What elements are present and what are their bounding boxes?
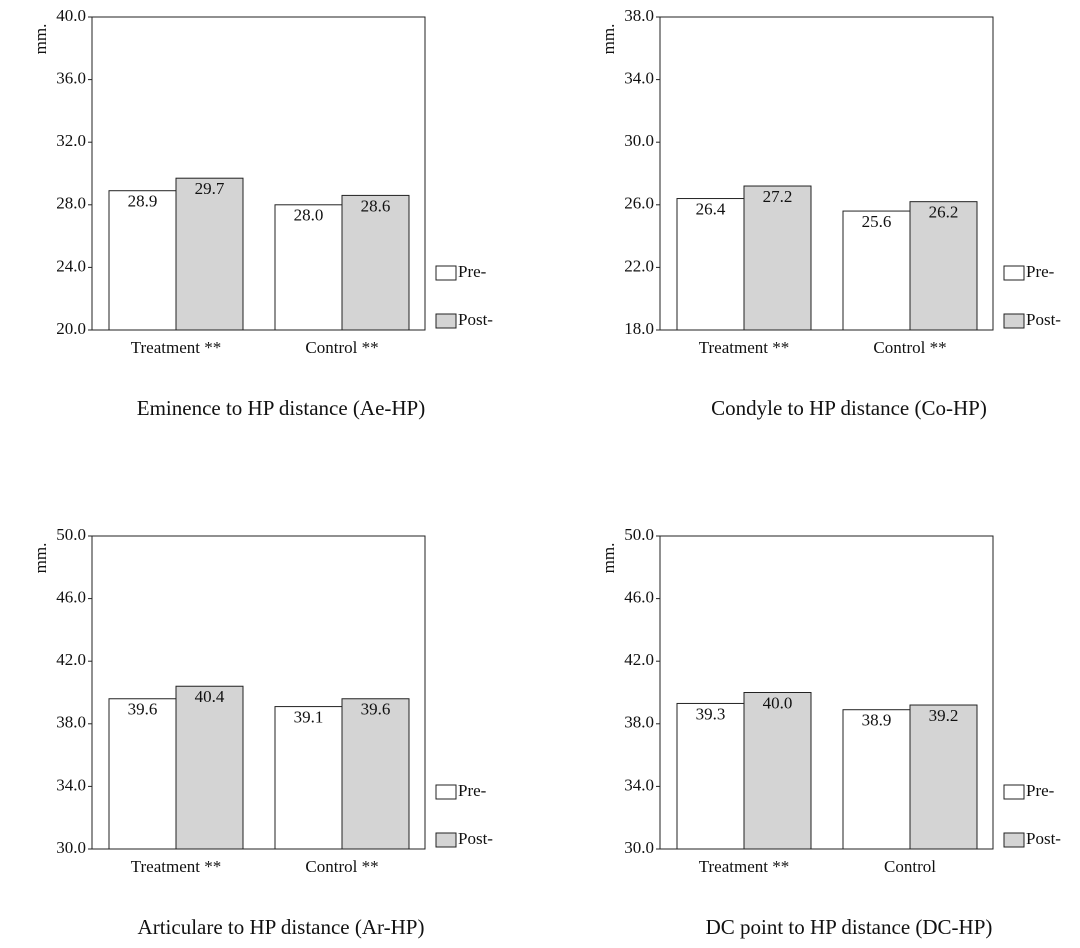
y-axis-label: mm. [31,24,50,55]
legend-label: Post- [458,829,493,848]
legend-label: Pre- [458,262,487,281]
bar [909,201,978,331]
y-tick-label: 22.0 [624,256,654,275]
legend-swatch [1003,784,1025,800]
y-tick-label: 34.0 [56,775,86,794]
y-axis-label: mm. [31,543,50,574]
value-label: 26.2 [929,203,959,222]
y-tick-label: 46.0 [624,588,654,607]
bar [676,702,745,850]
y-tick-label: 40.0 [56,6,86,25]
legend-swatch [435,313,457,329]
y-tick-label: 50.0 [624,525,654,544]
legend-label: Pre- [1026,781,1055,800]
y-tick-label: 30.0 [56,838,86,857]
legend-swatch [1003,313,1025,329]
y-tick-label: 38.0 [624,713,654,732]
bar [175,685,244,850]
x-tick-label: Control ** [305,338,378,357]
y-tick-label: 34.0 [624,775,654,794]
y-tick-label: 26.0 [624,194,654,213]
legend-label: Post- [1026,310,1061,329]
y-tick-label: 38.0 [624,6,654,25]
legend-swatch [435,265,457,281]
legend-label: Pre- [458,781,487,800]
value-label: 28.0 [294,206,324,225]
bar [341,698,410,850]
y-tick-label: 18.0 [624,319,654,338]
x-tick-label: Treatment ** [699,338,790,357]
bar [175,177,244,331]
bar [108,190,177,331]
plot-frame [91,535,426,850]
chart-caption: DC point to HP distance (DC-HP) [706,915,993,939]
y-tick-label: 38.0 [56,713,86,732]
bar [341,194,410,331]
value-label: 28.6 [361,196,391,215]
bar [842,709,911,850]
y-tick-label: 46.0 [56,588,86,607]
x-tick-label: Control [884,857,936,876]
bar [743,692,812,850]
value-label: 39.6 [361,700,391,719]
bar [842,210,911,331]
chart-caption: Articulare to HP distance (Ar-HP) [138,915,425,939]
bar [274,706,343,850]
y-tick-label: 30.0 [624,838,654,857]
y-tick-label: 34.0 [624,69,654,88]
y-tick-label: 30.0 [624,131,654,150]
value-label: 39.2 [929,706,959,725]
y-tick-label: 20.0 [56,319,86,338]
y-tick-label: 36.0 [56,69,86,88]
x-tick-label: Treatment ** [131,338,222,357]
value-label: 40.4 [195,687,225,706]
bar [743,185,812,331]
y-axis-label: mm. [599,24,618,55]
legend-label: Pre- [1026,262,1055,281]
chart-caption: Eminence to HP distance (Ae-HP) [137,396,425,420]
y-tick-label: 50.0 [56,525,86,544]
value-label: 38.9 [862,711,892,730]
legend-label: Post- [458,310,493,329]
bar [108,698,177,850]
y-tick-label: 28.0 [56,194,86,213]
legend-swatch [435,832,457,848]
y-tick-label: 24.0 [56,256,86,275]
y-tick-label: 32.0 [56,131,86,150]
value-label: 29.7 [195,179,225,198]
legend-swatch [435,784,457,800]
bar [676,198,745,331]
value-label: 39.3 [696,704,726,723]
x-tick-label: Control ** [873,338,946,357]
legend-label: Post- [1026,829,1061,848]
y-tick-label: 42.0 [56,650,86,669]
x-tick-label: Treatment ** [131,857,222,876]
value-label: 40.0 [763,693,793,712]
legend-swatch [1003,265,1025,281]
value-label: 26.4 [696,199,726,218]
legend-swatch [1003,832,1025,848]
plot-frame [659,535,994,850]
value-label: 39.1 [294,707,324,726]
value-label: 28.9 [128,192,158,211]
plot-frame [91,16,426,331]
value-label: 27.2 [763,187,793,206]
bar [909,704,978,850]
y-axis-label: mm. [599,543,618,574]
chart-caption: Condyle to HP distance (Co-HP) [711,396,987,420]
y-tick-label: 42.0 [624,650,654,669]
value-label: 25.6 [862,212,892,231]
x-tick-label: Control ** [305,857,378,876]
x-tick-label: Treatment ** [699,857,790,876]
plot-frame [659,16,994,331]
bar [274,204,343,331]
value-label: 39.6 [128,700,158,719]
